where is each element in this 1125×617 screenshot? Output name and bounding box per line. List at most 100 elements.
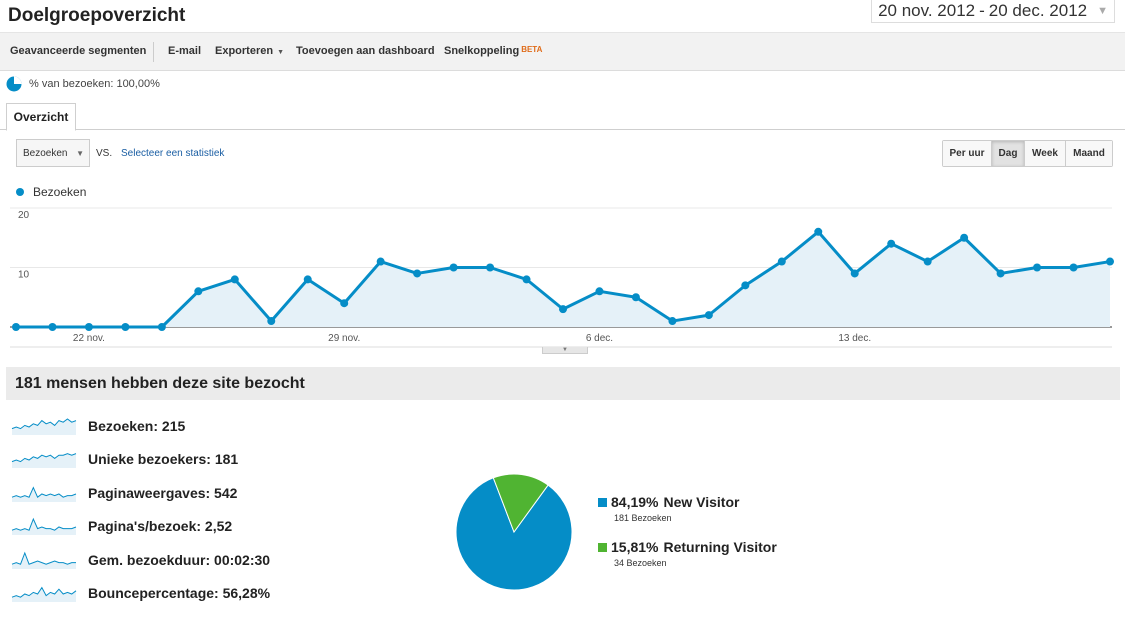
data-point — [413, 269, 422, 278]
sparkline-line — [11, 551, 76, 565]
data-point — [267, 317, 276, 326]
data-point — [704, 311, 713, 320]
metric-label: Paginaweergaves: 542 — [88, 485, 237, 501]
segment-pie-icon — [6, 76, 22, 92]
metric-label: Unieke bezoekers: 181 — [88, 451, 238, 467]
per-hour-button[interactable]: Per uur — [943, 141, 992, 166]
beta-badge: BETA — [521, 45, 543, 54]
export-label: Exporteren — [215, 45, 274, 57]
chevron-down-icon: ▼ — [1097, 5, 1108, 17]
data-point — [376, 257, 385, 266]
metric-row[interactable]: Pagina's/bezoek: 2,52 — [10, 515, 232, 537]
sparkline-fill — [12, 419, 76, 435]
metric-row[interactable]: Unieke bezoekers: 181 — [10, 448, 238, 470]
export-button[interactable]: Exporteren ▼ — [215, 45, 284, 57]
data-point — [522, 275, 531, 284]
segment-label: % van bezoeken: 100,00% — [29, 78, 160, 90]
metric-value: 2,52 — [201, 518, 233, 534]
metric-row[interactable]: Gem. bezoekduur: 00:02:30 — [10, 549, 270, 571]
add-to-dashboard-button[interactable]: Toevoegen aan dashboard — [296, 45, 435, 57]
y-tick-label: 10 — [18, 270, 30, 281]
handle-arrow-icon: ▼ — [562, 347, 568, 353]
legend-swatch-new — [598, 497, 607, 507]
data-point — [486, 263, 495, 272]
returning-visitor-pct: 15,81% — [611, 539, 659, 555]
chart-legend: Bezoeken — [16, 185, 86, 199]
sparkline-fill — [12, 553, 76, 569]
chart-resize-handle[interactable]: ▼ — [542, 347, 588, 354]
metric-select[interactable]: Bezoeken ▼ — [16, 139, 90, 167]
date-start: 20 nov. 2012 — [878, 1, 976, 20]
metric-select-value: Bezoeken — [23, 147, 68, 159]
report-toolbar: Geavanceerde segmenten E-mail Exporteren… — [0, 32, 1125, 71]
data-point — [121, 323, 130, 331]
data-point — [1033, 263, 1042, 272]
metric-row[interactable]: Bouncepercentage: 56,28% — [10, 582, 270, 604]
data-point — [230, 275, 239, 284]
metric-value: 181 — [210, 451, 239, 467]
week-button[interactable]: Week — [1025, 141, 1066, 166]
tab-overview[interactable]: Overzicht — [6, 103, 76, 131]
advanced-segments-button[interactable]: Geavanceerde segmenten — [10, 45, 147, 57]
select-metric-link[interactable]: Selecteer een statistiek — [121, 148, 225, 159]
metric-row[interactable]: Bezoeken: 215 — [10, 415, 185, 437]
sparkline-fill — [12, 453, 76, 468]
data-point — [631, 293, 640, 302]
metric-value: 215 — [158, 418, 186, 434]
sparkline-fill — [12, 587, 76, 602]
sparkline-line — [11, 586, 77, 598]
pie-legend-returning: 15,81% Returning Visitor 34 Bezoeken — [598, 539, 777, 568]
caret-down-icon: ▼ — [277, 49, 285, 56]
y-tick-label: 20 — [18, 210, 30, 221]
vs-label: VS. — [96, 148, 113, 159]
month-button[interactable]: Maand — [1066, 141, 1112, 166]
email-button[interactable]: E-mail — [168, 45, 202, 57]
x-tick-label: 13 dec. — [838, 333, 871, 344]
sparkline-icon — [11, 486, 77, 502]
sparkline-fill — [12, 519, 76, 535]
granularity-buttons: Per uur Dag Week Maand — [942, 140, 1113, 167]
data-point — [741, 281, 750, 290]
data-point — [194, 287, 203, 296]
data-point — [887, 239, 896, 248]
metric-value: 56,28% — [218, 585, 271, 601]
date-range-picker[interactable]: 20 nov. 2012 - 20 dec. 2012 ▼ — [871, 0, 1115, 23]
day-button[interactable]: Dag — [992, 141, 1025, 166]
x-tick-label: 29 nov. — [328, 333, 360, 344]
sparkline-line — [11, 418, 77, 430]
date-end: 20 dec. 2012 — [988, 1, 1088, 20]
pie-legend-new: 84,19% New Visitor 181 Bezoeken — [598, 494, 739, 523]
x-tick-label: 22 nov. — [73, 333, 105, 344]
data-point — [12, 323, 20, 331]
data-point — [1106, 257, 1114, 266]
legend-swatch-returning — [598, 542, 607, 552]
tab-divider — [0, 129, 1125, 130]
metric-label: Gem. bezoekduur: 00:02:30 — [88, 552, 270, 568]
sparkline-line — [11, 486, 77, 498]
new-visitor-label: New Visitor — [663, 494, 740, 510]
data-point — [1069, 263, 1078, 272]
data-point — [777, 257, 786, 266]
data-point — [814, 227, 823, 236]
returning-visitor-label: Returning Visitor — [663, 539, 777, 555]
metric-label: Pagina's/bezoek: 2,52 — [88, 518, 232, 534]
metric-name: Unieke bezoekers: — [88, 451, 211, 467]
metric-name: Bezoeken: — [88, 418, 159, 434]
metric-name: Bouncepercentage: — [88, 585, 219, 601]
data-point — [157, 323, 166, 331]
area-fill — [16, 231, 1110, 327]
shortcut-button[interactable]: Snelkoppeling BETA — [444, 45, 542, 57]
metric-name: Pagina's/bezoek: — [88, 518, 202, 534]
date-separator: - — [979, 1, 985, 20]
legend-label: Bezoeken — [33, 185, 87, 199]
metric-label: Bouncepercentage: 56,28% — [88, 585, 270, 601]
shortcut-label: Snelkoppeling — [444, 45, 520, 57]
returning-visitor-count: 34 Bezoeken — [614, 558, 667, 568]
data-point — [595, 287, 604, 296]
data-point — [923, 257, 932, 266]
sparkline-icon — [11, 551, 76, 569]
pie-slice-new-visitor — [455, 477, 573, 591]
summary-headline: 181 mensen hebben deze site bezocht — [6, 367, 1120, 400]
metric-row[interactable]: Paginaweergaves: 542 — [10, 482, 237, 504]
data-point — [303, 275, 312, 284]
